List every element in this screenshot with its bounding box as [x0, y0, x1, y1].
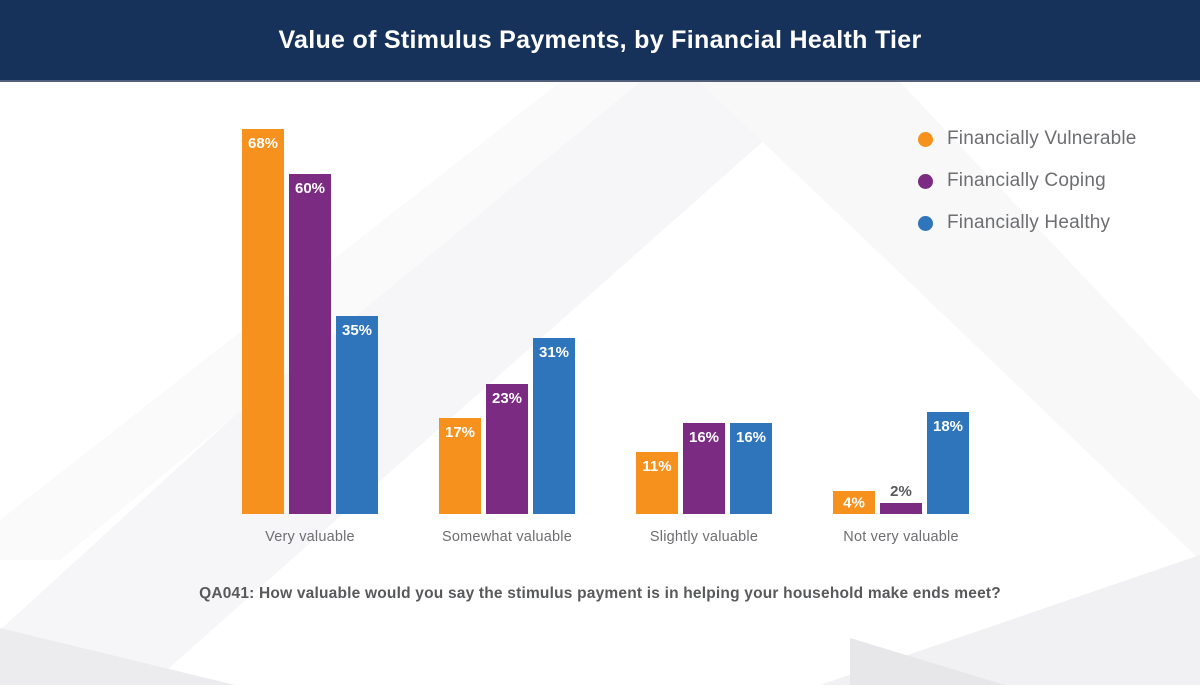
chart-footnote: QA041: How valuable would you say the st… [199, 585, 1001, 602]
bar-value-label: 35% [341, 322, 373, 339]
legend-dot-icon [918, 131, 933, 147]
legend-item: Financially Healthy [918, 212, 1137, 234]
bar-financially-coping: 16% [683, 423, 725, 514]
bar-value-label: 4% [843, 494, 865, 511]
bar-financially-healthy: 31% [533, 338, 575, 514]
bar-financially-healthy: 35% [336, 316, 378, 514]
bar-financially-healthy: 16% [730, 423, 772, 514]
bar-value-label: 17% [444, 424, 476, 441]
bar-financially-coping: 60% [289, 174, 331, 514]
bar-value-label: 11% [642, 458, 672, 475]
legend-label: Financially Healthy [947, 212, 1111, 233]
bar-value-label: 16% [688, 429, 720, 446]
category-label: Very valuable [265, 529, 355, 545]
bar-financially-coping: 23% [486, 384, 528, 514]
category-label: Slightly valuable [649, 529, 759, 545]
page-title: Value of Stimulus Payments, by Financial… [278, 25, 922, 54]
bar-value-label: 18% [932, 418, 964, 435]
bar-financially-vulnerable: 11% [636, 452, 678, 514]
header-banner: Value of Stimulus Payments, by Financial… [0, 0, 1200, 82]
bar-value-label: 31% [538, 344, 570, 361]
bar-financially-vulnerable: 4% [833, 491, 875, 514]
bar-financially-vulnerable: 68% [242, 129, 284, 514]
legend-item: Financially Vulnerable [918, 128, 1137, 150]
legend-dot-icon [918, 173, 933, 189]
chart-legend: Financially Vulnerable Financially Coping… [918, 128, 1137, 254]
bar-value-label: 60% [294, 180, 326, 197]
legend-dot-icon [918, 215, 933, 231]
bar-value-label: 68% [247, 135, 279, 152]
category-label: Somewhat valuable [442, 529, 572, 545]
legend-label: Financially Coping [947, 170, 1106, 191]
bar-value-label: 16% [735, 429, 767, 446]
bar-financially-healthy: 18% [927, 412, 969, 514]
bar-value-label: 2% [890, 483, 912, 500]
legend-label: Financially Vulnerable [947, 128, 1137, 149]
category-label: Not very valuable [843, 529, 959, 545]
bar-value-label: 23% [491, 390, 523, 407]
bar-financially-vulnerable: 17% [439, 418, 481, 514]
legend-item: Financially Coping [918, 170, 1137, 192]
bar-financially-coping [880, 503, 922, 514]
